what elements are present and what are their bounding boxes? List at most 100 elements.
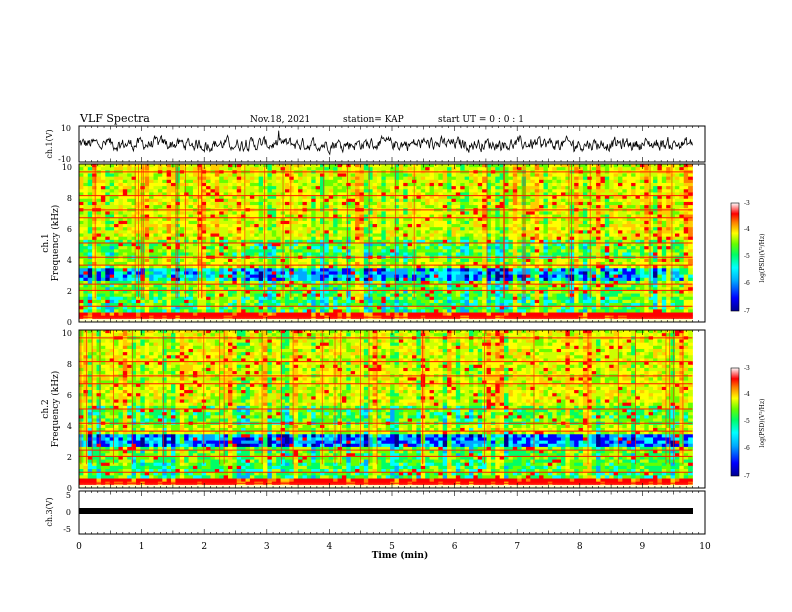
spectrogram-cell [635, 252, 641, 257]
spectrogram-cell [473, 176, 479, 181]
spectrogram-cell [241, 217, 246, 222]
spectrogram-cell [525, 211, 531, 215]
spectrogram-cell [499, 192, 505, 196]
spectrogram-cell [639, 173, 645, 178]
spectrogram-cell [149, 220, 154, 225]
spectrogram-cell [350, 189, 356, 193]
spectrogram-cell [245, 230, 251, 234]
spectrogram-cell [241, 220, 246, 225]
spectrogram-cell [420, 214, 426, 219]
spectrogram-cell [512, 173, 518, 178]
spectrogram-cell [320, 271, 325, 275]
spectrogram-cell [328, 217, 334, 222]
spectrogram-cell [105, 249, 111, 253]
spectrogram-cell [622, 233, 628, 238]
spectrogram-cell [582, 167, 588, 171]
spectrogram-cell [657, 239, 663, 244]
spectrogram-cell [350, 258, 356, 263]
spectrogram-cell [657, 214, 663, 219]
spectrogram-cell [355, 167, 360, 171]
spectrogram-cell [149, 192, 154, 196]
spectrogram-cell [657, 198, 663, 203]
spectrogram-cell [390, 205, 395, 209]
spectrogram-cell [298, 261, 303, 266]
spectrogram-cell [149, 252, 154, 257]
spectrogram-cell [363, 274, 369, 279]
spectrogram-cell [355, 182, 360, 187]
spectrogram-cell [245, 274, 251, 279]
spectrogram-cell [144, 189, 150, 193]
spectrogram-cell [219, 220, 224, 225]
spectrogram-cell [574, 230, 579, 234]
spectrogram-cell [149, 164, 154, 168]
spectrogram-cell [561, 195, 566, 200]
spectrogram-cell [661, 214, 667, 219]
spectrogram-cell [210, 243, 216, 247]
spectrogram-cell [114, 192, 119, 196]
spectrogram-cell [394, 176, 400, 181]
spectrogram-cell [241, 176, 246, 181]
spectrogram-cell [525, 198, 531, 203]
spectrogram-cell [648, 192, 654, 196]
spectrogram-cell [298, 246, 303, 250]
spectrogram-cell [127, 195, 132, 200]
spectrogram-cell [118, 249, 124, 253]
spectrogram-cell [324, 189, 330, 193]
spectrogram-cell [666, 230, 671, 234]
spectrogram-cell [298, 265, 303, 269]
spectrogram-cell [87, 201, 93, 206]
spectrogram-cell [87, 249, 93, 253]
spectrogram-cell [359, 233, 365, 238]
spectrogram-cell [521, 249, 527, 253]
spectrogram-cell [604, 258, 610, 263]
spectrogram-cell [398, 268, 404, 272]
spectrogram-cell [451, 176, 457, 181]
spectrogram-cell [653, 227, 658, 231]
spectrogram-cell [403, 249, 409, 253]
spectrogram-cell [670, 195, 676, 200]
spectrogram-cell [131, 252, 137, 257]
spectrogram-cell [460, 167, 466, 171]
spectrogram-cell [543, 205, 549, 209]
spectrogram-cell [79, 271, 84, 275]
spectrogram-cell [337, 224, 343, 228]
spectrogram-cell [197, 192, 203, 196]
spectrogram-cell [118, 236, 124, 241]
spectrogram-cell [144, 224, 150, 228]
spectrogram-cell [486, 261, 492, 266]
spectrogram-cell [653, 198, 658, 203]
spectrogram-cell [674, 195, 680, 200]
spectrogram-cell [355, 214, 360, 219]
spectrogram-cell [433, 167, 439, 171]
spectrogram-cell [525, 261, 531, 266]
spectrogram-cell [539, 224, 544, 228]
spectrogram-cell [79, 214, 84, 219]
spectrogram-cell [140, 268, 146, 272]
spectrogram-cell [438, 239, 444, 244]
spectrogram-cell [508, 189, 514, 193]
spectrogram-cell [87, 230, 93, 234]
spectrogram-cell [517, 258, 522, 263]
spectrogram-cell [416, 268, 422, 272]
spectrogram-cell [236, 173, 242, 178]
spectrogram-cell [337, 258, 343, 263]
spectrogram-cell [517, 268, 522, 272]
spectrogram-cell [477, 220, 483, 225]
spectrogram-cell [552, 261, 558, 266]
spectrogram-cell [249, 268, 255, 272]
spectrogram-cell [249, 186, 255, 190]
spectrogram-cell [547, 258, 553, 263]
spectrogram-cell [289, 265, 295, 269]
spectrogram-cell [460, 236, 466, 241]
spectrogram-cell [556, 243, 562, 247]
spectrogram-cell [96, 243, 102, 247]
spectrogram-cell [96, 258, 102, 263]
spectrogram-cell [227, 195, 233, 200]
spectrogram-cell [626, 167, 632, 171]
spectrogram-cell [166, 249, 172, 253]
spectrogram-cell [302, 214, 308, 219]
spectrogram-cell [166, 233, 172, 238]
spectrogram-cell [171, 217, 176, 222]
spectrogram-cell [547, 252, 553, 257]
spectrogram-cell [477, 261, 483, 266]
